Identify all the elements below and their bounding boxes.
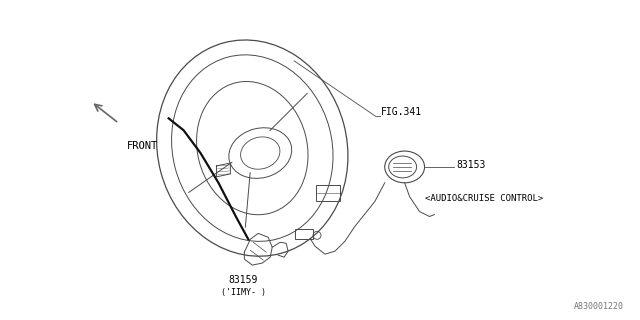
Text: 83153: 83153 [456, 160, 486, 170]
Bar [295, 229, 313, 239]
Text: A830001220: A830001220 [573, 302, 623, 311]
Text: 83159: 83159 [228, 275, 258, 285]
Text: ('IIMY- ): ('IIMY- ) [221, 288, 266, 297]
Bar [316, 185, 340, 201]
Text: <AUDIO&CRUISE CONTROL>: <AUDIO&CRUISE CONTROL> [424, 194, 543, 203]
Text: FIG.341: FIG.341 [381, 108, 422, 117]
Text: FRONT: FRONT [127, 141, 158, 151]
